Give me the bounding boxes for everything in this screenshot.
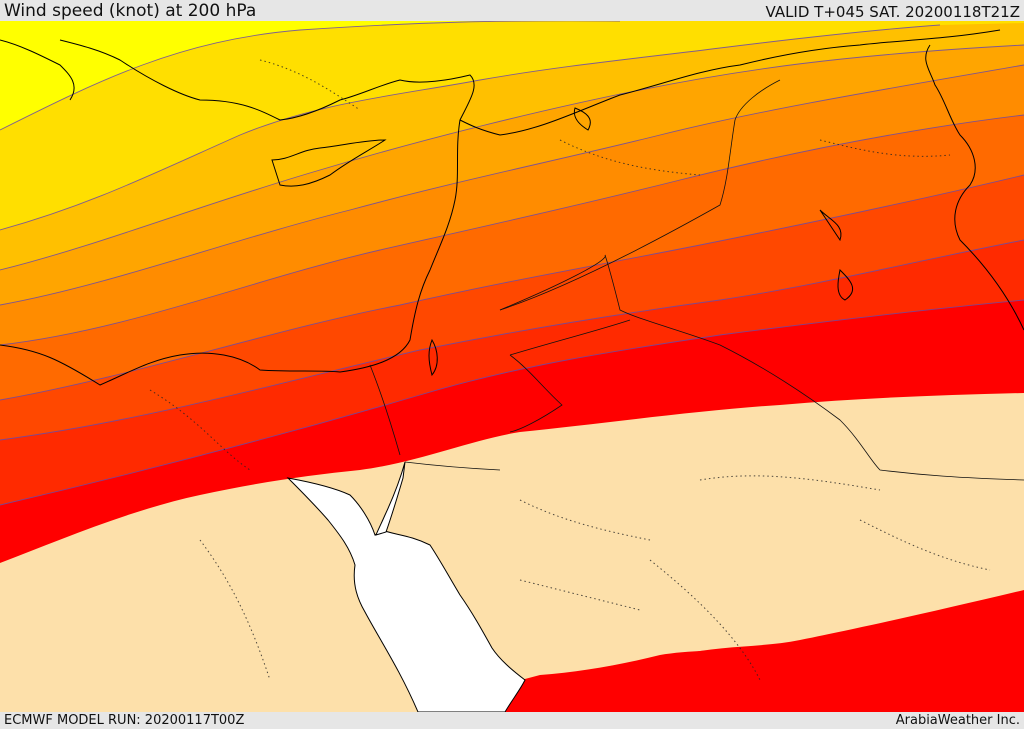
brand-label: ArabiaWeather Inc. (895, 713, 1020, 728)
red-sea (286, 477, 526, 712)
southern-jet-band (420, 590, 1024, 712)
map-title: Wind speed (knot) at 200 hPa (4, 1, 257, 21)
admin-borders (149, 59, 991, 681)
chart-footer: ECMWF MODEL RUN: 20200117T00Z ArabiaWeat… (0, 712, 1024, 729)
map-svg (0, 21, 1024, 712)
model-run-label: ECMWF MODEL RUN: 20200117T00Z (4, 713, 245, 728)
wind-speed-map (0, 21, 1024, 712)
calm-region (0, 393, 1024, 712)
chart-header: Wind speed (knot) at 200 hPa VALID T+045… (0, 0, 1024, 21)
coastlines (0, 29, 1024, 386)
valid-time: VALID T+045 SAT. 20200118T21Z (765, 3, 1020, 21)
gulf-of-aqaba (375, 461, 406, 536)
political-borders (369, 79, 1024, 481)
contour-lines (0, 21, 1024, 506)
